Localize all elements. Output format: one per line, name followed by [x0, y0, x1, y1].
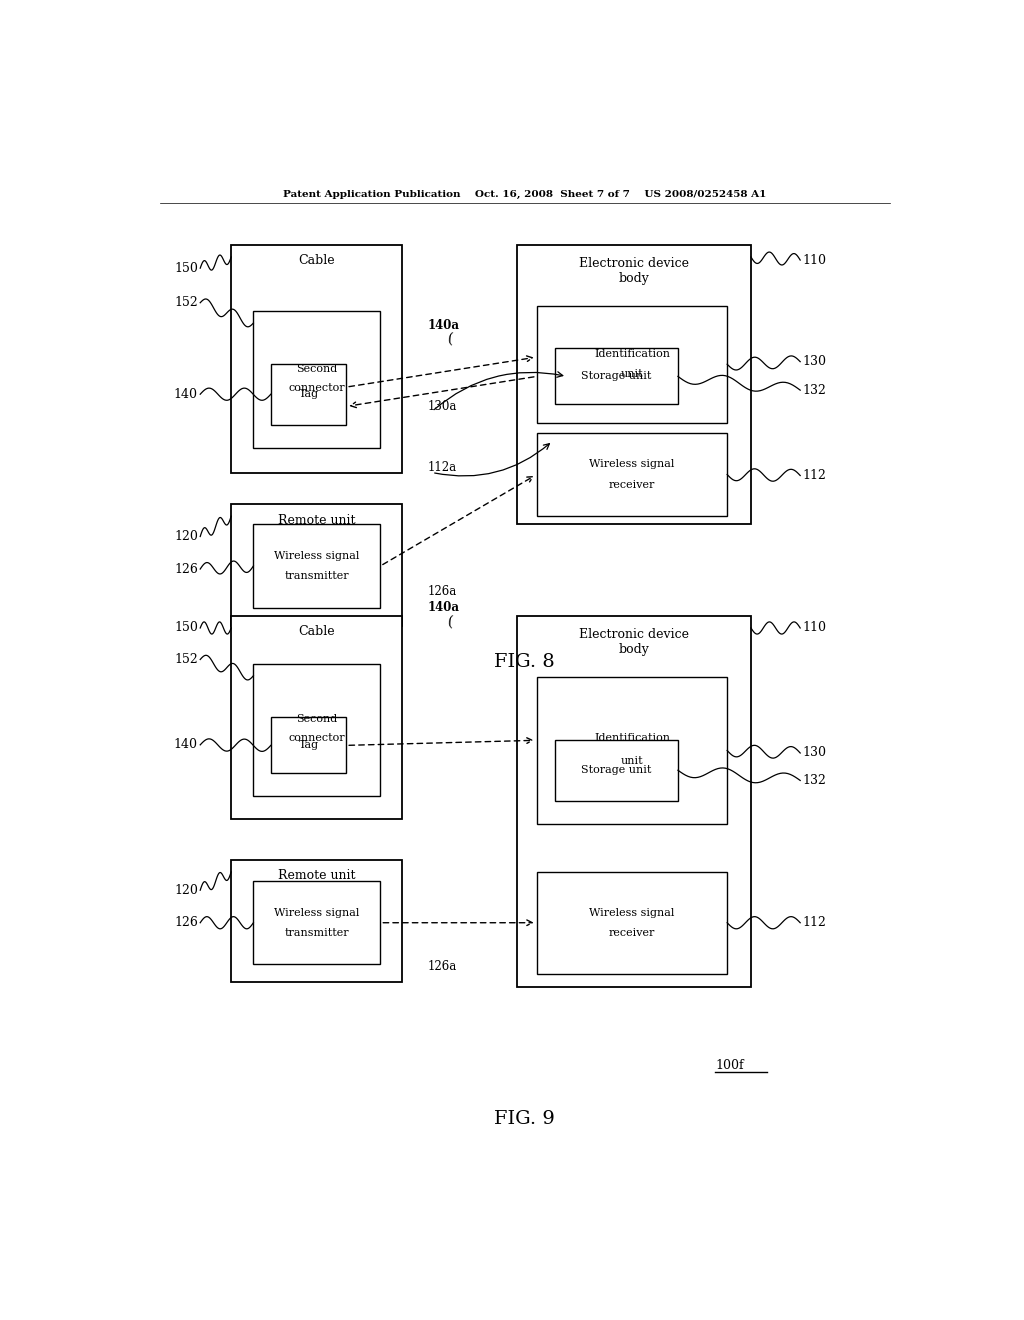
Text: Wireless signal: Wireless signal	[274, 550, 359, 561]
Text: FIG. 9: FIG. 9	[495, 1110, 555, 1127]
Text: 140a: 140a	[428, 601, 460, 614]
Text: Second: Second	[296, 364, 338, 375]
Text: Electronic device: Electronic device	[579, 627, 689, 640]
Text: 112: 112	[803, 469, 826, 482]
Bar	[231, 615, 401, 818]
Bar	[253, 880, 380, 965]
Bar	[231, 504, 401, 626]
Text: receiver: receiver	[608, 479, 655, 490]
Bar	[537, 677, 727, 824]
Bar	[537, 433, 727, 516]
Bar	[537, 873, 727, 974]
Text: unit: unit	[621, 370, 643, 379]
Text: Wireless signal: Wireless signal	[589, 908, 675, 917]
Text: Tag: Tag	[298, 389, 318, 399]
Text: 112: 112	[803, 916, 826, 929]
Text: Second: Second	[296, 714, 338, 725]
Text: 120: 120	[174, 883, 198, 896]
Text: receiver: receiver	[608, 928, 655, 939]
Text: FIG. 8: FIG. 8	[495, 652, 555, 671]
Text: 130a: 130a	[428, 400, 458, 413]
Text: body: body	[618, 643, 649, 656]
Text: (: (	[446, 615, 454, 630]
Text: 110: 110	[803, 253, 826, 267]
Text: Tag: Tag	[298, 741, 318, 750]
Text: Identification: Identification	[594, 733, 670, 743]
Text: 132: 132	[803, 774, 826, 787]
Bar	[253, 524, 380, 607]
Text: 132: 132	[803, 384, 826, 396]
Bar	[555, 739, 678, 801]
Text: Storage unit: Storage unit	[582, 766, 651, 775]
Bar	[517, 244, 751, 524]
Text: Identification: Identification	[594, 348, 670, 359]
Bar	[270, 718, 346, 774]
Text: Cable: Cable	[298, 253, 335, 267]
Bar	[270, 364, 346, 425]
Bar	[537, 306, 727, 422]
Text: 126a: 126a	[428, 960, 458, 973]
Bar	[555, 348, 678, 404]
Text: transmitter: transmitter	[285, 572, 349, 581]
Text: 140: 140	[174, 388, 198, 401]
Text: Cable: Cable	[298, 624, 335, 638]
Text: Storage unit: Storage unit	[582, 371, 651, 381]
Text: 126a: 126a	[428, 585, 458, 598]
Bar	[253, 664, 380, 796]
Text: 130: 130	[803, 355, 826, 368]
Text: Patent Application Publication    Oct. 16, 2008  Sheet 7 of 7    US 2008/0252458: Patent Application Publication Oct. 16, …	[283, 190, 767, 199]
Text: 150: 150	[174, 622, 198, 635]
Bar	[231, 859, 401, 982]
Text: 100f: 100f	[715, 1059, 743, 1072]
Text: 150: 150	[174, 261, 198, 275]
Text: Remote unit: Remote unit	[278, 513, 355, 527]
Text: 120: 120	[174, 531, 198, 543]
Bar	[253, 312, 380, 447]
Text: unit: unit	[621, 755, 643, 766]
Text: 126: 126	[174, 916, 198, 929]
Text: 112a: 112a	[428, 461, 457, 474]
Text: transmitter: transmitter	[285, 928, 349, 939]
Text: 110: 110	[803, 622, 826, 635]
Text: Wireless signal: Wireless signal	[589, 459, 675, 470]
Text: connector: connector	[289, 733, 345, 743]
Text: 126: 126	[174, 562, 198, 576]
Text: body: body	[618, 272, 649, 285]
Bar	[231, 244, 401, 474]
Text: 152: 152	[174, 296, 198, 309]
Text: (: (	[446, 333, 454, 347]
Text: Wireless signal: Wireless signal	[274, 908, 359, 917]
Text: 152: 152	[174, 653, 198, 667]
Text: connector: connector	[289, 383, 345, 392]
Text: Remote unit: Remote unit	[278, 870, 355, 883]
Bar	[517, 615, 751, 987]
Text: Electronic device: Electronic device	[579, 256, 689, 269]
Text: 140a: 140a	[428, 318, 460, 331]
Text: 140: 140	[174, 738, 198, 751]
Text: 130: 130	[803, 747, 826, 759]
